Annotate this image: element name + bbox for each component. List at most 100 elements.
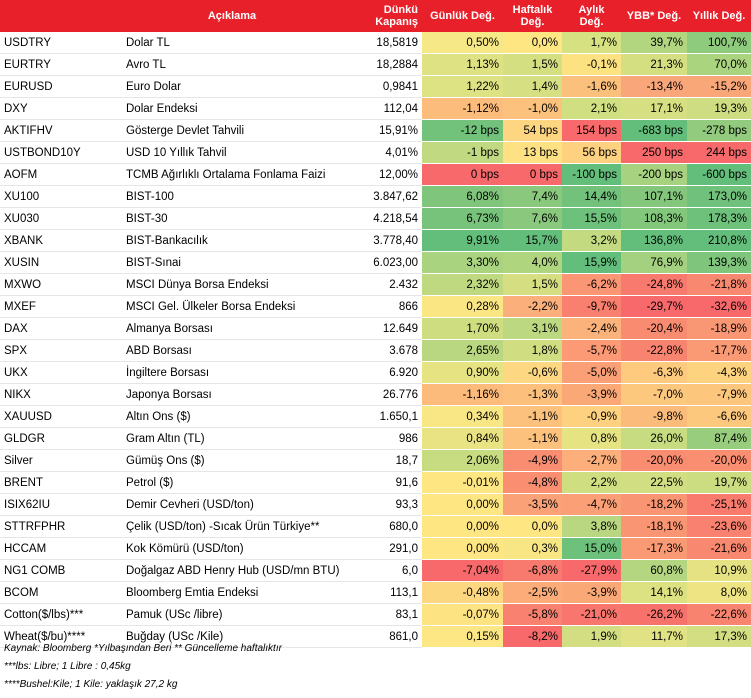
- row-close-value: 866: [342, 295, 422, 318]
- row-weekly-change: -4,8%: [503, 471, 562, 494]
- row-ytd-change: 136,8%: [621, 229, 687, 252]
- row-daily-change: 3,30%: [422, 251, 503, 274]
- row-description: Pamuk (USc /libre): [122, 603, 342, 626]
- row-code: XAUUSD: [0, 405, 122, 428]
- header-daily: Günlük Değ.: [422, 0, 503, 32]
- table-row: DAX Almanya Borsası 12.649 1,70% 3,1% -2,4% -2…: [0, 317, 751, 340]
- row-close-value: 3.847,62: [342, 185, 422, 208]
- row-code: XU030: [0, 207, 122, 230]
- row-monthly-change: 2,2%: [562, 471, 621, 494]
- row-daily-change: -1 bps: [422, 141, 503, 164]
- row-weekly-change: -1,0%: [503, 97, 562, 120]
- row-weekly-change: -6,8%: [503, 559, 562, 582]
- row-weekly-change: 1,8%: [503, 339, 562, 362]
- row-yearly-change: -15,2%: [687, 75, 751, 98]
- table-row: EURTRY Avro TL 18,2884 1,13% 1,5% -0,1% 21,3% 7…: [0, 53, 751, 76]
- row-description: Almanya Borsası: [122, 317, 342, 340]
- row-weekly-change: 1,5%: [503, 53, 562, 76]
- row-daily-change: 0,90%: [422, 361, 503, 384]
- row-monthly-change: 0,8%: [562, 427, 621, 450]
- row-description: Japonya Borsası: [122, 383, 342, 406]
- row-ytd-change: -24,8%: [621, 273, 687, 296]
- row-monthly-change: 154 bps: [562, 119, 621, 142]
- row-daily-change: -1,12%: [422, 97, 503, 120]
- row-ytd-change: 22,5%: [621, 471, 687, 494]
- row-weekly-change: 3,1%: [503, 317, 562, 340]
- row-yearly-change: 17,3%: [687, 625, 751, 648]
- row-close-value: 291,0: [342, 537, 422, 560]
- row-monthly-change: -9,7%: [562, 295, 621, 318]
- row-ytd-change: -20,4%: [621, 317, 687, 340]
- row-close-value: 3.678: [342, 339, 422, 362]
- row-code: BCOM: [0, 581, 122, 604]
- row-close-value: 6,0: [342, 559, 422, 582]
- row-daily-change: -0,07%: [422, 603, 503, 626]
- table-row: EURUSD Euro Dolar 0,9841 1,22% 1,4% -1,6% -13,…: [0, 75, 751, 98]
- row-weekly-change: 13 bps: [503, 141, 562, 164]
- row-yearly-change: -22,6%: [687, 603, 751, 626]
- row-yearly-change: 244 bps: [687, 141, 751, 164]
- row-weekly-change: -2,5%: [503, 581, 562, 604]
- row-weekly-change: 1,4%: [503, 75, 562, 98]
- row-yearly-change: 173,0%: [687, 185, 751, 208]
- row-weekly-change: -3,5%: [503, 493, 562, 516]
- row-close-value: 26.776: [342, 383, 422, 406]
- row-weekly-change: 15,7%: [503, 229, 562, 252]
- row-daily-change: 0,00%: [422, 515, 503, 538]
- table-row: NIKX Japonya Borsası 26.776 -1,16% -1,3% -3,9…: [0, 383, 751, 406]
- row-close-value: 3.778,40: [342, 229, 422, 252]
- row-weekly-change: 0,3%: [503, 537, 562, 560]
- row-daily-change: 0,00%: [422, 493, 503, 516]
- row-yearly-change: 210,8%: [687, 229, 751, 252]
- row-description: Dolar TL: [122, 32, 342, 54]
- row-daily-change: 2,65%: [422, 339, 503, 362]
- row-code: HCCAM: [0, 537, 122, 560]
- header-yearly: Yıllık Değ.: [687, 0, 751, 32]
- row-daily-change: 0,50%: [422, 32, 503, 54]
- row-yearly-change: -278 bps: [687, 119, 751, 142]
- row-close-value: 2.432: [342, 273, 422, 296]
- row-description: Gümüş Ons ($): [122, 449, 342, 472]
- table-header: Açıklama Dünkü Kapanış Günlük Değ. Hafta…: [0, 0, 751, 32]
- row-yearly-change: 19,7%: [687, 471, 751, 494]
- row-description: Çelik (USD/ton) -Sıcak Ürün Türkiye**: [122, 515, 342, 538]
- row-description: TCMB Ağırlıklı Ortalama Fonlama Faizi: [122, 163, 342, 186]
- row-monthly-change: -0,1%: [562, 53, 621, 76]
- table-row: XUSIN BIST-Sınai 6.023,00 3,30% 4,0% 15,9% 76,…: [0, 251, 751, 274]
- row-description: MSCI Gel. Ülkeler Borsa Endeksi: [122, 295, 342, 318]
- row-daily-change: 0,15%: [422, 625, 503, 648]
- row-yearly-change: -600 bps: [687, 163, 751, 186]
- row-code: AOFM: [0, 163, 122, 186]
- row-close-value: 1.650,1: [342, 405, 422, 428]
- row-code: MXEF: [0, 295, 122, 318]
- row-yearly-change: -7,9%: [687, 383, 751, 406]
- row-weekly-change: 54 bps: [503, 119, 562, 142]
- row-yearly-change: -4,3%: [687, 361, 751, 384]
- row-close-value: 680,0: [342, 515, 422, 538]
- row-close-value: 18,5819: [342, 32, 422, 54]
- row-monthly-change: 1,7%: [562, 32, 621, 54]
- row-description: BIST-30: [122, 207, 342, 230]
- row-code: BRENT: [0, 471, 122, 494]
- row-weekly-change: -0,6%: [503, 361, 562, 384]
- row-monthly-change: -5,0%: [562, 361, 621, 384]
- table-body: USDTRY Dolar TL 18,5819 0,50% 0,0% 1,7% 39,7% 1…: [0, 32, 751, 648]
- row-close-value: 112,04: [342, 97, 422, 120]
- row-daily-change: 0 bps: [422, 163, 503, 186]
- row-description: Kok Kömürü (USD/ton): [122, 537, 342, 560]
- row-daily-change: 9,91%: [422, 229, 503, 252]
- table-row: ISIX62IU Demir Cevheri (USD/ton) 93,3 0,00%…: [0, 493, 751, 516]
- row-code: SPX: [0, 339, 122, 362]
- table-row: SPX ABD Borsası 3.678 2,65% 1,8% -5,7% -22,8% -…: [0, 339, 751, 362]
- row-ytd-change: 17,1%: [621, 97, 687, 120]
- row-description: Altın Ons ($): [122, 405, 342, 428]
- row-monthly-change: -6,2%: [562, 273, 621, 296]
- row-close-value: 18,7: [342, 449, 422, 472]
- table-row: AOFM TCMB Ağırlıklı Ortalama Fonlama Faiz…: [0, 163, 751, 186]
- row-description: MSCI Dünya Borsa Endeksi: [122, 273, 342, 296]
- row-ytd-change: 76,9%: [621, 251, 687, 274]
- row-description: Petrol ($): [122, 471, 342, 494]
- row-monthly-change: -27,9%: [562, 559, 621, 582]
- row-description: BIST-100: [122, 185, 342, 208]
- row-close-value: 91,6: [342, 471, 422, 494]
